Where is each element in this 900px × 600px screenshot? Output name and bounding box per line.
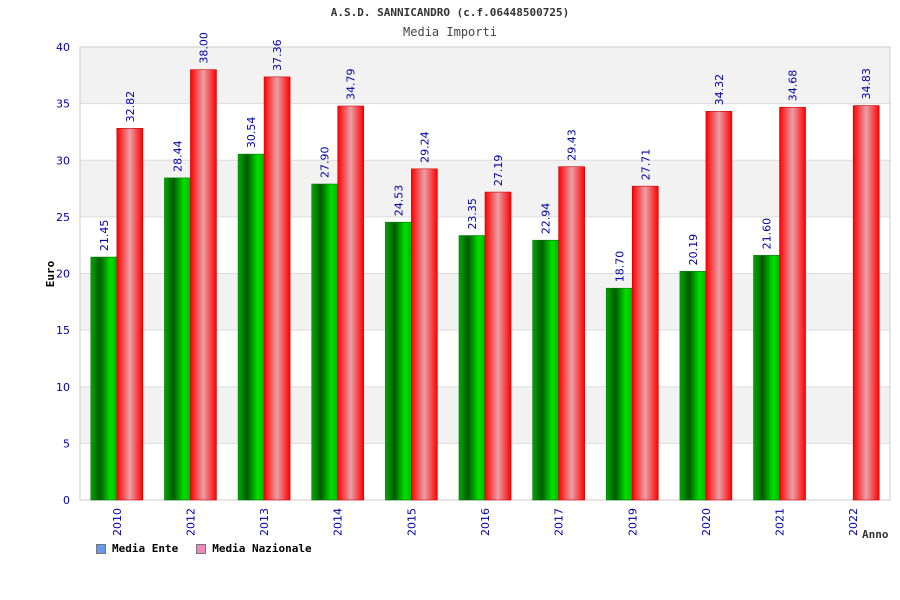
bar-media-nazionale — [558, 166, 585, 501]
legend-item-media-nazionale: Media Nazionale — [196, 542, 312, 555]
legend-swatch — [196, 543, 207, 554]
bar-value-label: 29.43 — [566, 129, 579, 161]
y-axis-label: Euro — [44, 260, 57, 287]
bar-value-label: 30.54 — [245, 117, 258, 149]
bar-media-nazionale — [411, 168, 438, 501]
legend-swatch — [96, 543, 106, 554]
bar-media-ente — [90, 256, 118, 501]
x-tick-label: 2015 — [405, 508, 418, 536]
bar-value-label: 34.68 — [787, 70, 800, 102]
bar-value-label: 24.53 — [392, 185, 405, 217]
bars-group — [90, 69, 880, 501]
bar-value-label: 32.82 — [124, 91, 137, 123]
bar-value-label: 37.36 — [271, 39, 284, 71]
y-tick-label: 0 — [63, 494, 70, 507]
x-tick-label: 2019 — [626, 508, 639, 536]
x-tick-label: 2017 — [553, 508, 566, 536]
bar-value-label: 21.45 — [98, 220, 111, 251]
bar-value-label: 27.19 — [492, 155, 505, 187]
bar-media-ente — [164, 177, 191, 501]
bar-media-ente — [605, 287, 633, 501]
bar-value-label: 21.60 — [761, 218, 774, 250]
x-tick-label: 2021 — [774, 508, 787, 536]
bar-value-label: 34.83 — [860, 68, 873, 100]
bar-media-nazionale — [484, 191, 512, 501]
bar-value-label: 20.19 — [687, 234, 700, 266]
y-tick-label: 10 — [56, 381, 70, 394]
bar-labels-group: 21.45 32.82 28.44 38.00 30.54 37.36 27.90 34.79… — [98, 32, 873, 282]
y-tick-label: 5 — [63, 437, 70, 450]
bar-media-ente — [753, 255, 780, 501]
x-tick-label: 2022 — [847, 508, 860, 536]
bar-value-label: 34.79 — [345, 69, 358, 101]
bar-media-nazionale — [705, 111, 733, 501]
bar-media-nazionale — [190, 69, 217, 501]
chart-title: A.S.D. SANNICANDRO (c.f.06448500725) — [330, 6, 570, 19]
bar-value-label: 28.44 — [171, 140, 184, 172]
bar-value-label: 38.00 — [197, 32, 210, 64]
bar-value-label: 34.32 — [713, 74, 726, 106]
bar-media-ente — [237, 153, 265, 501]
legend: Media Ente Media Nazionale — [96, 542, 312, 555]
y-tick-label: 20 — [56, 268, 70, 281]
chart-subtitle: Media Importi — [403, 25, 497, 39]
legend-item-media-ente: Media Ente — [96, 542, 178, 555]
bar-media-ente — [385, 221, 412, 501]
y-tick-label: 30 — [56, 154, 70, 167]
bar-value-label: 29.24 — [418, 131, 431, 163]
x-tick-label: 2010 — [111, 508, 124, 536]
y-tick-label: 35 — [56, 98, 70, 111]
bar-media-nazionale — [779, 106, 806, 501]
bar-media-ente — [532, 239, 559, 501]
x-axis-ticks: 2010 2012 2013 2014 2015 2016 2017 2019 2020 2021… — [111, 508, 860, 536]
bar-media-ente — [458, 235, 486, 501]
bar-media-nazionale — [852, 105, 880, 501]
bar-media-nazionale — [116, 128, 144, 501]
x-axis-label: Anno — [862, 528, 889, 541]
x-tick-label: 2012 — [184, 508, 197, 536]
bar-value-label: 18.70 — [613, 251, 626, 283]
legend-label: Media Ente — [112, 542, 179, 555]
bar-media-nazionale — [337, 105, 365, 501]
y-tick-label: 25 — [56, 211, 70, 224]
bar-value-label: 27.90 — [319, 147, 332, 179]
bar-value-label: 22.94 — [540, 203, 553, 235]
y-tick-label: 40 — [56, 41, 70, 54]
legend-label: Media Nazionale — [212, 542, 312, 555]
x-tick-label: 2016 — [479, 508, 492, 536]
x-tick-label: 2020 — [700, 508, 713, 536]
bar-media-nazionale — [263, 76, 291, 501]
x-tick-label: 2014 — [332, 508, 345, 536]
bar-value-label: 23.35 — [466, 198, 479, 230]
bar-media-nazionale — [631, 185, 659, 501]
bar-value-label: 27.71 — [639, 149, 652, 181]
bar-media-ente — [679, 271, 707, 501]
x-tick-label: 2013 — [258, 508, 271, 536]
bar-media-ente — [311, 183, 339, 501]
y-axis-ticks: 0 5 10 15 20 25 30 35 40 — [56, 41, 70, 507]
y-tick-label: 15 — [56, 324, 70, 337]
